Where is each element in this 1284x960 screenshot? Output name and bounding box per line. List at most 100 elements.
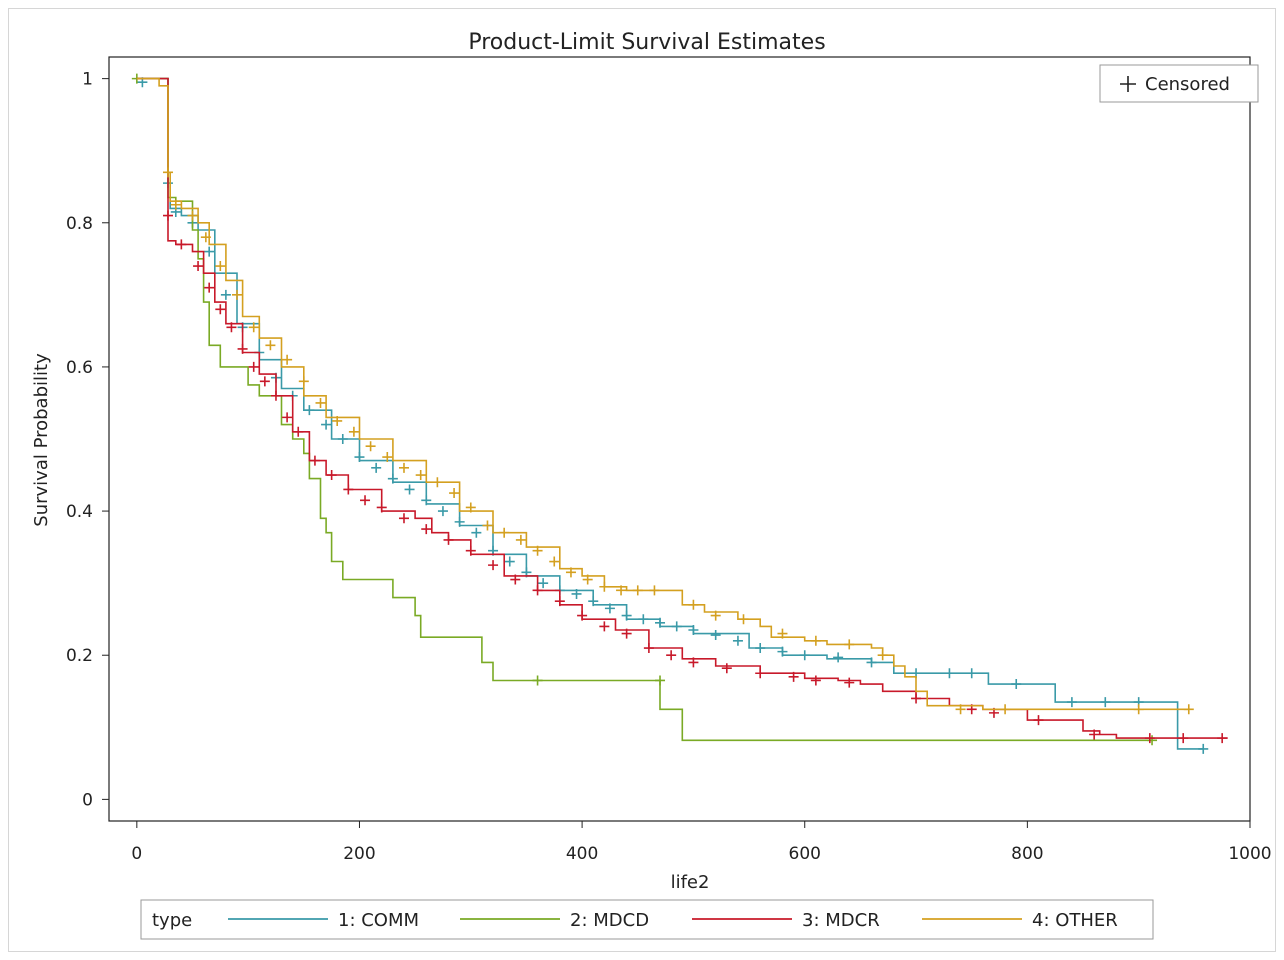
censored-mark <box>1217 733 1228 744</box>
censored-mark <box>304 405 315 416</box>
censored-mark <box>226 322 237 333</box>
censored-mark <box>465 545 476 556</box>
censored-mark <box>499 527 510 538</box>
censored-mark <box>666 650 677 661</box>
x-tick-label: 1000 <box>1228 844 1271 864</box>
censored-mark <box>510 574 521 585</box>
censored-mark <box>332 415 343 426</box>
series-3 <box>136 77 1228 744</box>
censored-mark <box>688 657 699 668</box>
censored-mark <box>309 455 320 466</box>
legend-title: type <box>152 910 192 931</box>
censored-mark <box>877 650 888 661</box>
censored-mark <box>204 246 215 257</box>
censored-mark <box>810 675 821 686</box>
censored-label: Censored <box>1145 74 1230 95</box>
censored-mark <box>248 322 259 333</box>
censored-mark <box>844 639 855 650</box>
censored-mark <box>599 621 610 632</box>
censored-mark <box>577 610 588 621</box>
censored-mark <box>1011 679 1022 690</box>
censored-mark <box>360 495 371 506</box>
y-tick-label: 0.2 <box>66 646 93 666</box>
censored-mark <box>638 614 649 625</box>
y-tick-label: 0.8 <box>66 214 93 234</box>
censored-mark <box>421 524 432 535</box>
censored-mark <box>170 199 181 210</box>
censored-mark <box>777 646 788 657</box>
y-tick-label: 0.4 <box>66 502 93 522</box>
censored-mark <box>788 671 799 682</box>
censored-mark <box>532 675 543 686</box>
censored-mark <box>437 506 448 517</box>
censored-mark <box>532 545 543 556</box>
censored-mark <box>354 452 365 463</box>
censored-mark <box>944 668 955 679</box>
censored-mark <box>1144 733 1155 744</box>
censored-mark <box>398 462 409 473</box>
censored-mark <box>721 663 732 674</box>
censored-mark <box>382 452 393 463</box>
censored-mark <box>777 628 788 639</box>
y-tick-label: 0.6 <box>66 358 93 378</box>
censored-mark <box>293 426 304 437</box>
censored-mark <box>799 650 810 661</box>
censored-mark <box>738 614 749 625</box>
censored-mark <box>565 567 576 578</box>
censored-mark <box>343 484 354 495</box>
censored-mark <box>415 470 426 481</box>
censored-mark <box>1033 715 1044 726</box>
censored-mark <box>604 603 615 614</box>
censored-mark <box>193 261 204 272</box>
censored-marker-icon <box>1120 76 1136 92</box>
censored-mark <box>632 585 643 596</box>
censored-mark <box>755 643 766 654</box>
y-tick-label: 1 <box>82 70 93 90</box>
censored-mark <box>337 434 348 444</box>
censored-mark <box>365 441 376 452</box>
censored-mark <box>162 210 173 221</box>
censored-legend: Censored <box>1099 64 1259 103</box>
type-legend: type 1: COMM 2: MDCD 3: MDCR 4: OTHER <box>140 899 1154 940</box>
censored-mark <box>398 513 409 524</box>
censored-mark <box>282 412 293 423</box>
censored-mark <box>449 488 460 499</box>
censored-mark <box>732 635 743 646</box>
censored-mark <box>515 534 526 545</box>
censored-mark <box>1100 697 1111 708</box>
censored-mark <box>204 282 215 293</box>
censored-mark <box>376 502 387 513</box>
censored-mark <box>482 520 493 531</box>
chart-title: Product-Limit Survival Estimates <box>468 30 825 55</box>
censored-mark <box>655 617 666 628</box>
censored-mark <box>532 585 543 596</box>
censored-mark <box>621 628 632 639</box>
censored-mark <box>248 361 259 372</box>
censored-mark <box>471 527 482 538</box>
survival-line <box>136 77 1189 711</box>
censored-mark <box>911 693 922 704</box>
censored-mark <box>315 397 326 408</box>
survival-line <box>136 77 1228 739</box>
censored-mark <box>616 585 627 596</box>
censored-mark <box>688 625 699 635</box>
censored-mark <box>621 610 632 621</box>
censored-mark <box>710 630 721 641</box>
censored-mark <box>187 210 198 221</box>
series-4 <box>136 77 1194 715</box>
censored-mark <box>1147 735 1158 746</box>
censored-mark <box>1133 704 1144 715</box>
censored-mark <box>488 560 499 571</box>
censored-mark <box>232 289 243 300</box>
censored-mark <box>710 610 721 621</box>
censored-mark <box>237 343 248 354</box>
censored-mark <box>404 484 415 495</box>
censored-mark <box>162 167 173 178</box>
x-axis-label: life2 <box>671 872 710 893</box>
censored-mark <box>200 232 211 243</box>
censored-mark <box>755 668 766 679</box>
censored-mark <box>348 426 359 437</box>
censored-mark <box>655 675 666 686</box>
censored-mark <box>955 704 966 715</box>
